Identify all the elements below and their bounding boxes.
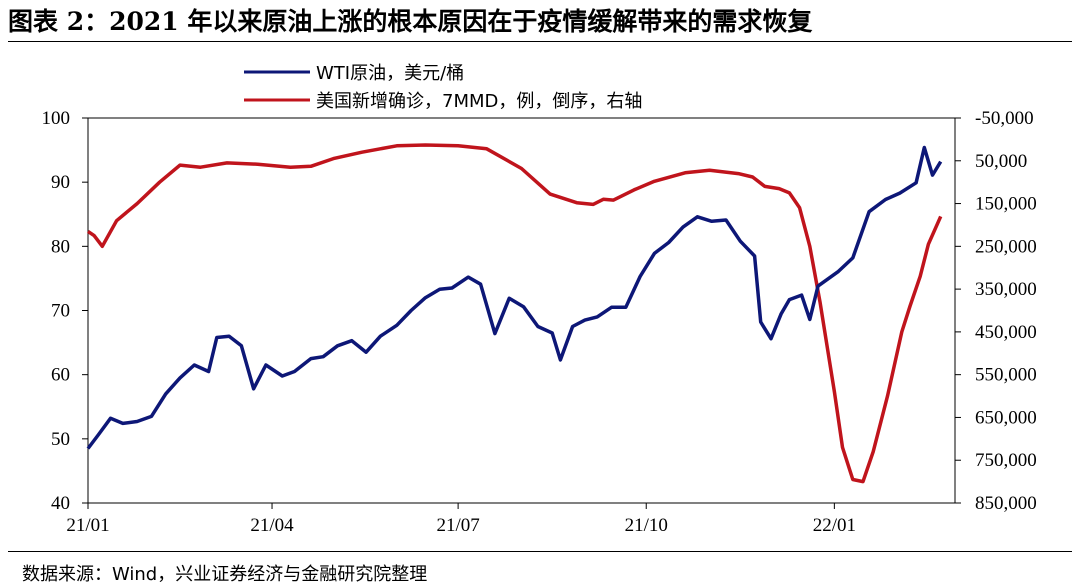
line-chart: WTI原油，美元/桶 美国新增确诊，7MMD，例，倒序，右轴 40 50 60 70 8… <box>42 63 1037 536</box>
right-tick-label: 750,000 <box>975 450 1037 471</box>
x-axis: 21/01 21/04 21/07 21/10 22/01 <box>66 503 856 536</box>
left-tick-label: 50 <box>51 429 70 450</box>
left-tick-label: 90 <box>51 172 70 193</box>
right-tick-label: 150,000 <box>975 194 1037 215</box>
right-tick-label: 50,000 <box>975 151 1027 172</box>
series-line-wti <box>86 145 943 450</box>
title-divider <box>8 41 1072 42</box>
source-note: 数据来源：Wind，兴业证券经济与金融研究院整理 <box>22 564 428 585</box>
legend-label-wti: WTI原油，美元/桶 <box>316 63 464 84</box>
right-tick-label: 850,000 <box>975 493 1037 514</box>
right-tick-label: 250,000 <box>975 236 1037 257</box>
source-divider <box>8 551 1072 552</box>
left-axis: 40 50 60 70 80 90 100 <box>42 108 88 514</box>
left-tick-label: 60 <box>51 365 70 386</box>
series-line-us-cases <box>87 143 943 484</box>
left-tick-label: 40 <box>51 493 70 514</box>
x-tick-label: 21/01 <box>66 515 109 536</box>
x-tick-label: 21/07 <box>436 515 479 536</box>
x-tick-label: 21/04 <box>250 515 294 536</box>
right-tick-label: 550,000 <box>975 365 1037 386</box>
left-tick-label: 100 <box>42 108 71 129</box>
left-tick-label: 70 <box>51 301 70 322</box>
right-axis: -50,000 50,000 150,000 250,000 350,000 450,00… <box>955 108 1037 514</box>
legend: WTI原油，美元/桶 美国新增确诊，7MMD，例，倒序，右轴 <box>244 63 642 112</box>
left-tick-label: 80 <box>51 236 70 257</box>
right-tick-label: 350,000 <box>975 279 1037 300</box>
right-tick-label: -50,000 <box>975 108 1034 129</box>
x-tick-label: 22/01 <box>813 515 856 536</box>
figure-title: 图表 2：2021 年以来原油上涨的根本原因在于疫情缓解带来的需求恢复 <box>8 7 813 36</box>
right-tick-label: 650,000 <box>975 407 1037 428</box>
right-tick-label: 450,000 <box>975 322 1037 343</box>
plot-area <box>87 117 956 504</box>
legend-label-cases: 美国新增确诊，7MMD，例，倒序，右轴 <box>316 91 642 112</box>
x-tick-label: 21/10 <box>625 515 668 536</box>
